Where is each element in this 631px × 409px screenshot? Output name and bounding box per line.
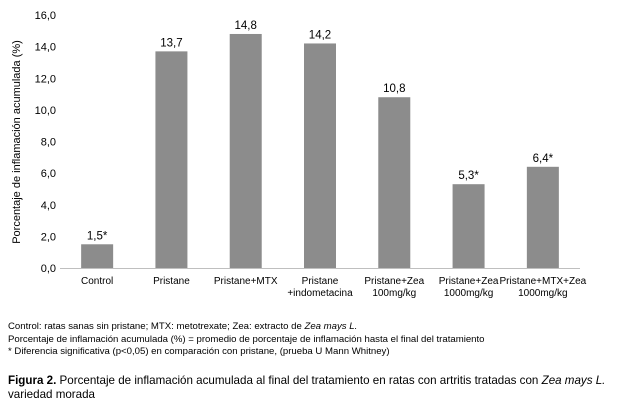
bar [81, 244, 114, 268]
y-axis-label: Porcentaje de inflamación acumulada (%) [11, 40, 23, 244]
data-label: 1,5* [87, 230, 108, 242]
data-label: 13,7 [160, 37, 182, 49]
bar [526, 166, 559, 268]
bar-chart: Porcentaje de inflamación acumulada (%) … [11, 10, 587, 299]
data-labels: 1,5* 13,7 14,8 14,2 10,8 5,3* 6,4* [87, 20, 554, 242]
x-tick-label: Pristane +indometacina [287, 276, 353, 299]
x-tick-label: Control [81, 276, 113, 287]
note-significance: * Diferencia significativa (p<0,05) en c… [8, 346, 390, 358]
data-label: 6,4* [533, 153, 554, 165]
y-tick-label: 0,0 [41, 263, 56, 275]
category-labels: Control Pristane Pristane+MTX Pristane +indo… [81, 276, 587, 299]
y-tick-label: 14,0 [35, 42, 56, 54]
y-tick-label: 16,0 [35, 10, 56, 22]
chart-notes: Control: ratas sanas sin pristane; MTX: … [8, 321, 485, 359]
figure-caption-text: Porcentaje de inflamación acumulada al f… [56, 374, 542, 387]
bar [229, 33, 262, 268]
data-label: 10,8 [383, 83, 405, 95]
note-abbreviations: Control: ratas sanas sin pristane; MTX: … [8, 321, 485, 334]
data-label: 14,2 [309, 29, 331, 41]
note-definition: Porcentaje de inflamación acumulada (%) … [8, 333, 485, 345]
y-tick-label: 10,0 [35, 105, 56, 117]
figure-label: Figura 2. [8, 374, 57, 387]
y-tick-label: 2,0 [41, 231, 56, 243]
bar [155, 51, 188, 269]
bars [81, 33, 559, 269]
y-axis-ticks: 0,0 2,0 4,0 6,0 8,0 10,0 12,0 14,0 16,0 [35, 10, 56, 275]
y-tick-label: 8,0 [41, 137, 56, 149]
x-tick-label: Pristane+Zea 1000mg/kg [439, 276, 499, 299]
y-tick-label: 12,0 [35, 73, 56, 85]
figure-caption: Figura 2. Porcentaje de inflamación acum… [8, 374, 623, 402]
x-tick-label: Pristane [153, 276, 190, 287]
data-label: 14,8 [235, 20, 257, 32]
figure-caption-species: Zea mays L. [541, 374, 606, 387]
bar [304, 43, 336, 269]
y-tick-label: 4,0 [41, 200, 56, 212]
data-label: 5,3* [458, 170, 479, 182]
figure-caption-variety: variedad morada [8, 388, 96, 401]
bar [378, 97, 411, 268]
x-tick-label: Pristane+MTX+Zea 1000mg/kg [499, 276, 586, 299]
y-axis-title: Porcentaje de inflamación acumulada (%) [11, 40, 23, 244]
y-tick-label: 6,0 [41, 168, 56, 180]
x-tick-label: Pristane+Zea 100mg/kg [364, 276, 424, 299]
note-species-name: Zea mays L. [304, 321, 358, 332]
note-abbreviations-text: Control: ratas sanas sin pristane; MTX: … [8, 321, 305, 332]
x-tick-label: Pristane+MTX [214, 276, 278, 287]
bar [452, 184, 485, 268]
